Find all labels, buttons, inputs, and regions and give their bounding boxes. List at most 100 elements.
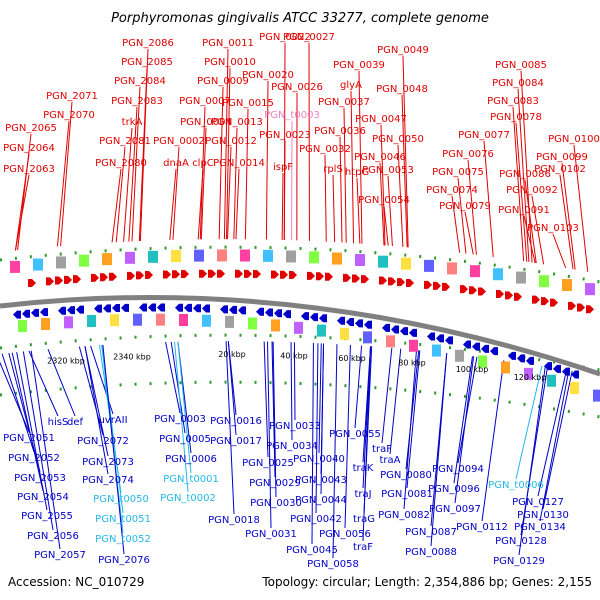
reverse-gene-arrow[interactable] xyxy=(445,336,453,345)
reverse-gene-arrow[interactable] xyxy=(193,304,201,313)
reverse-gene-label[interactable]: PGN_0080 xyxy=(380,470,432,481)
forward-gene-label[interactable]: PGN_2063 xyxy=(3,164,55,175)
reverse-gene-arrow[interactable] xyxy=(283,310,291,319)
forward-gene-arrow[interactable] xyxy=(136,271,144,280)
forward-gene-arrow[interactable] xyxy=(109,272,117,281)
reverse-gene-arrow[interactable] xyxy=(517,354,525,363)
reverse-gene-label[interactable]: PGN_0055 xyxy=(329,429,381,440)
reverse-gene-arrow[interactable] xyxy=(355,319,363,328)
forward-gene-arrow[interactable] xyxy=(541,297,549,306)
forward-gene-label[interactable]: PGN_0027 xyxy=(283,32,335,43)
reverse-gene-arrow[interactable] xyxy=(175,303,183,312)
forward-gene-arrow[interactable] xyxy=(343,273,351,282)
reverse-gene-arrow[interactable] xyxy=(148,303,156,312)
forward-gene-label[interactable]: PGN_0015 xyxy=(222,98,274,109)
forward-gene-label[interactable]: PGN_0084 xyxy=(492,78,544,89)
forward-gene-label[interactable]: PGN_0022 xyxy=(259,32,311,43)
reverse-gene-label[interactable]: PGN_2073 xyxy=(82,457,134,468)
reverse-gene-label[interactable]: PGN_2054 xyxy=(17,492,69,503)
forward-gene-label[interactable]: PGN_0020 xyxy=(242,70,294,81)
reverse-gene-arrow[interactable] xyxy=(202,304,210,313)
forward-gene-label[interactable]: PGN_0009 xyxy=(197,76,249,87)
reverse-gene-label[interactable]: traF xyxy=(372,444,392,455)
reverse-gene-label[interactable]: PGN_0081 xyxy=(381,489,433,500)
forward-gene-label[interactable]: PGN_0078 xyxy=(490,112,542,123)
reverse-gene-arrow[interactable] xyxy=(58,306,66,315)
reverse-gene-label[interactable]: PGN_0034 xyxy=(266,441,318,452)
reverse-gene-label[interactable]: PGN_0130 xyxy=(517,510,569,521)
reverse-gene-label[interactable]: PGN_0005 xyxy=(159,434,211,445)
reverse-gene-label[interactable]: PGN_0128 xyxy=(495,536,547,547)
reverse-gene-label[interactable]: PGN_0042 xyxy=(290,514,342,525)
reverse-gene-label[interactable]: PGN_0129 xyxy=(493,556,545,567)
forward-gene-label[interactable]: PGN_0085 xyxy=(495,60,547,71)
forward-gene-arrow[interactable] xyxy=(73,275,81,284)
reverse-gene-label[interactable]: PGN_0096 xyxy=(428,484,480,495)
forward-gene-label[interactable]: PGN_2081 xyxy=(99,136,151,147)
reverse-gene-arrow[interactable] xyxy=(121,303,129,312)
forward-gene-label[interactable]: PGN_0075 xyxy=(432,167,484,178)
reverse-gene-label[interactable]: traJ xyxy=(354,489,371,500)
reverse-gene-label[interactable]: PGN_t0051 xyxy=(95,514,151,525)
forward-gene-arrow[interactable] xyxy=(460,285,468,294)
reverse-gene-label[interactable]: PGN_t0050 xyxy=(93,494,149,505)
reverse-gene-label[interactable]: PGN_0017 xyxy=(210,436,262,447)
reverse-gene-arrow[interactable] xyxy=(562,367,570,376)
forward-gene-label[interactable]: PGN_0039 xyxy=(333,60,385,71)
forward-gene-label[interactable]: glyA xyxy=(340,80,362,91)
forward-gene-label[interactable]: PGN_0050 xyxy=(372,134,424,145)
forward-gene-label[interactable]: PGN_2083 xyxy=(111,96,163,107)
reverse-gene-label[interactable]: PGN_0016 xyxy=(210,416,262,427)
reverse-gene-label[interactable]: PGN_0029 xyxy=(249,478,301,489)
reverse-gene-label[interactable]: PGN_t0006 xyxy=(488,480,544,491)
forward-gene-arrow[interactable] xyxy=(469,286,477,295)
forward-gene-label[interactable]: PGN_2084 xyxy=(114,76,166,87)
forward-gene-label[interactable]: PGN_0083 xyxy=(487,96,539,107)
forward-gene-label[interactable]: PGN_0048 xyxy=(376,84,428,95)
forward-gene-label[interactable]: PGN_0086 xyxy=(499,169,551,180)
reverse-gene-label[interactable]: PGN_t0052 xyxy=(95,534,151,545)
reverse-gene-arrow[interactable] xyxy=(301,312,309,321)
forward-gene-label[interactable]: PGN_2086 xyxy=(122,38,174,49)
forward-gene-label[interactable]: PGN_t0003 xyxy=(264,110,320,121)
forward-gene-arrow[interactable] xyxy=(307,271,315,280)
forward-gene-label[interactable]: clpC xyxy=(192,158,214,169)
reverse-gene-label[interactable]: PGN_2053 xyxy=(14,473,66,484)
reverse-gene-arrow[interactable] xyxy=(220,305,228,314)
reverse-gene-label[interactable]: PGN_0058 xyxy=(307,559,359,570)
reverse-gene-label[interactable]: PGN_2072 xyxy=(77,436,129,447)
forward-gene-label[interactable]: htpG xyxy=(345,167,369,178)
reverse-gene-label[interactable]: PGN_0056 xyxy=(319,529,371,540)
reverse-gene-label[interactable]: PGN_0134 xyxy=(514,522,566,533)
reverse-gene-label[interactable]: PGN_2052 xyxy=(8,453,60,464)
reverse-gene-label[interactable]: PGN_0018 xyxy=(208,515,260,526)
reverse-gene-arrow[interactable] xyxy=(364,320,372,329)
reverse-gene-label[interactable]: PGN_0094 xyxy=(432,464,484,475)
forward-gene-arrow[interactable] xyxy=(379,276,387,285)
reverse-gene-arrow[interactable] xyxy=(139,303,147,312)
forward-gene-arrow[interactable] xyxy=(181,270,189,279)
forward-gene-label[interactable]: PGN_0076 xyxy=(442,149,494,160)
reverse-gene-arrow[interactable] xyxy=(409,328,417,337)
forward-gene-arrow[interactable] xyxy=(325,272,333,281)
reverse-gene-label[interactable]: hisS xyxy=(48,417,69,428)
reverse-gene-label[interactable]: PGN_0127 xyxy=(512,497,564,508)
forward-gene-label[interactable]: ispF xyxy=(273,162,293,173)
reverse-gene-arrow[interactable] xyxy=(103,304,111,313)
forward-gene-label[interactable]: PGN_0004 xyxy=(180,117,232,128)
forward-gene-arrow[interactable] xyxy=(163,270,171,279)
reverse-gene-label[interactable]: PGN_2074 xyxy=(82,475,134,486)
forward-gene-label[interactable]: PGN_2085 xyxy=(121,57,173,68)
forward-gene-arrow[interactable] xyxy=(208,269,216,278)
forward-gene-label[interactable]: PGN_0053 xyxy=(362,165,414,176)
forward-gene-label[interactable]: PGN_0007 xyxy=(179,96,231,107)
forward-gene-arrow[interactable] xyxy=(235,269,243,278)
reverse-gene-label[interactable]: uvrAII xyxy=(98,415,127,426)
forward-gene-label[interactable]: PGN_0077 xyxy=(458,130,510,141)
reverse-gene-label[interactable]: PGN_0025 xyxy=(242,458,294,469)
reverse-gene-arrow[interactable] xyxy=(544,362,552,371)
reverse-gene-label[interactable]: PGN_2057 xyxy=(34,550,86,561)
reverse-gene-label[interactable]: PGN_2056 xyxy=(27,531,79,542)
forward-gene-label[interactable]: PGN_0103 xyxy=(527,223,579,234)
